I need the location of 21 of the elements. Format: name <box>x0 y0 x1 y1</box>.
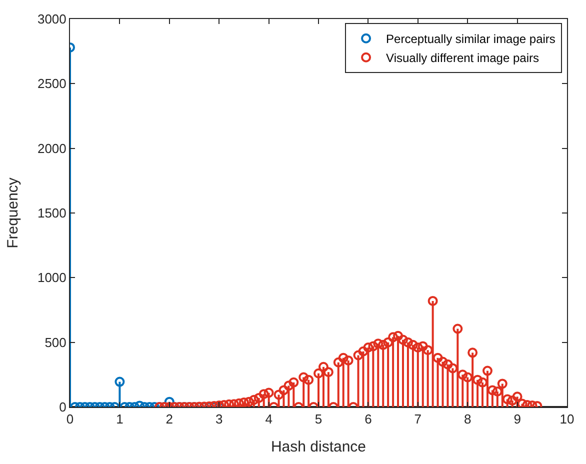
x-tick-label: 10 <box>560 412 574 427</box>
x-tick-label: 4 <box>265 412 272 427</box>
y-axis-title: Frequency <box>4 177 22 248</box>
x-tick-label: 7 <box>414 412 422 427</box>
y-tick-label: 500 <box>44 334 66 350</box>
y-tick-label: 0 <box>59 400 66 415</box>
legend-label: Perceptually similar image pairs <box>386 32 556 46</box>
x-tick-label: 1 <box>116 412 124 427</box>
legend-label: Visually different image pairs <box>386 51 540 66</box>
y-tick-label: 1500 <box>37 206 66 221</box>
y-tick-label: 1000 <box>37 270 66 286</box>
y-tick-label: 3000 <box>37 12 66 27</box>
x-tick-label: 6 <box>364 412 372 427</box>
x-axis-title: Hash distance <box>270 438 366 456</box>
x-tick-label: 2 <box>166 412 174 427</box>
y-tick-label: 2000 <box>37 140 66 156</box>
x-tick-label: 3 <box>215 412 223 427</box>
x-tick-label: 5 <box>314 412 322 427</box>
x-tick-label: 9 <box>514 412 521 427</box>
x-tick-label: 8 <box>464 412 472 427</box>
y-tick-label: 2500 <box>37 76 66 92</box>
